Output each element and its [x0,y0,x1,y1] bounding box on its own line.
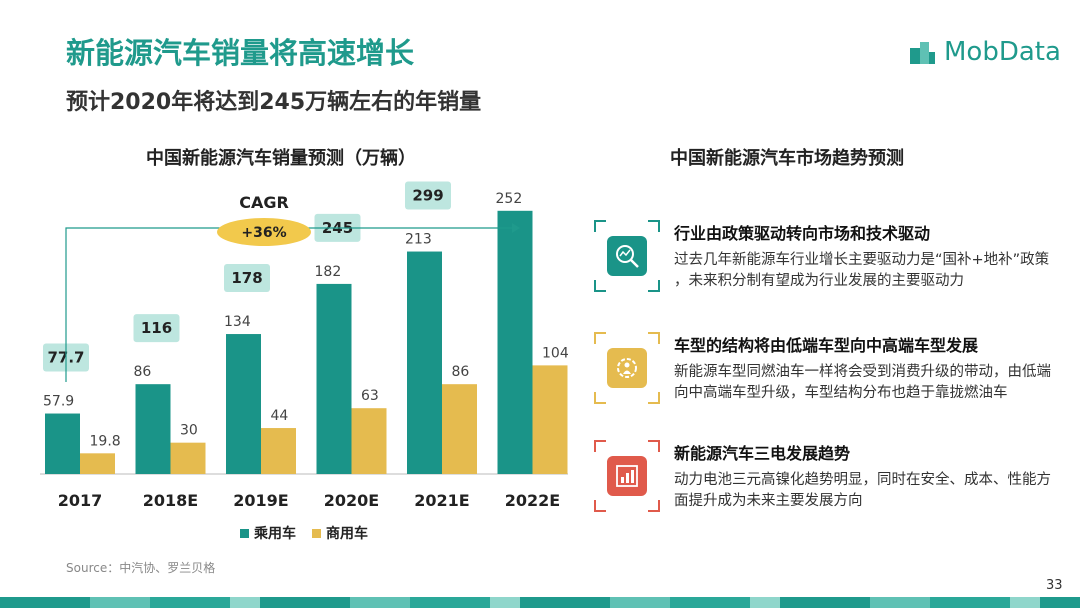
data-label: 134 [224,314,251,330]
trends-title: 中国新能源汽车市场趋势预测 [670,148,904,169]
total-box [224,264,270,293]
bar-commercial [170,442,206,474]
bar-chart-icon [607,456,647,496]
data-label: 86 [134,364,152,380]
x-tick-label: 2017 [58,491,103,510]
trend-body: 新能源车型同燃油车一样将会受到消费升级的带动，由低端向中高端车型升级，车型结构分… [674,364,1051,401]
total-label: 116 [141,319,172,337]
data-label: 182 [315,264,342,280]
page-subtitle: 预计2020年将达到245万辆左右的年销量 [66,90,482,115]
cagr-annotation: CAGR +36% [65,193,520,382]
legend-item-passenger: 乘用车 [240,523,296,543]
cagr-badge [217,218,311,246]
trend-heading: 新能源汽车三电发展趋势 [674,444,851,463]
bar-passenger [497,210,533,475]
x-tick-label: 2022E [505,491,560,510]
bar-commercial [80,453,115,474]
bar-commercial [532,365,568,474]
data-label: 19.8 [90,433,121,449]
chart-title: 中国新能源汽车销量预测（万辆） [146,148,416,169]
total-label: 178 [231,269,262,287]
x-tick-label: 2018E [143,491,198,510]
legend-label-passenger: 乘用车 [254,526,296,542]
trend-icon-frame [594,440,660,512]
search-chart-icon [607,236,647,276]
chart-legend: 乘用车 商用车 [240,523,384,543]
bar-passenger [45,413,80,474]
page-number: 33 [1046,578,1063,593]
legend-swatch-passenger [240,528,249,538]
bottom-decorative-strip [0,597,1080,608]
data-label: 63 [361,388,379,404]
trend-body: 过去几年新能源车行业增长主要驱动力是“国补+地补”政策 ，未来积分制有望成为行业… [674,252,1050,289]
data-label: 30 [180,423,198,439]
cagr-label: CAGR [239,193,289,212]
cagr-arrowhead [512,223,520,233]
trend-item-battery: 新能源汽车三电发展趋势 动力电池三元高镍化趋势明显，同时在安全、成本、性能方面提… [594,440,1064,520]
trend-icon-frame [594,332,660,404]
source-note: Source：中汽协、罗兰贝格 [66,561,216,575]
x-tick-label: 2019E [233,491,288,510]
gear-person-icon [607,348,647,388]
data-label: 213 [405,232,432,248]
total-box [405,181,451,210]
page-title: 新能源汽车销量将高速增长 [66,36,415,70]
data-label: 44 [271,408,289,424]
logo-text: MobData [944,37,1061,67]
trend-item-policy: 行业由政策驱动转向市场和技术驱动 过去几年新能源车行业增长主要驱动力是“国补+地… [594,220,1064,300]
data-label: 57.9 [43,394,74,410]
bar-passenger [226,334,261,474]
trend-body: 动力电池三元高镍化趋势明显，同时在安全、成本、性能方面提升成为未来主要发展方向 [674,472,1051,509]
bar-commercial [351,408,387,474]
mobdata-logo-icon [910,42,935,64]
legend-item-commercial: 商用车 [312,523,368,543]
total-box [133,314,180,343]
bar-passenger [135,384,171,474]
data-label: 86 [452,364,470,380]
bar-commercial [442,384,477,474]
bar-passenger [407,251,442,474]
cagr-value: +36% [241,225,286,241]
x-tick-label: 2020E [324,491,379,510]
trend-heading: 车型的结构将由低端车型向中高端车型发展 [674,336,979,355]
bar-commercial [261,428,296,474]
trend-heading: 行业由政策驱动转向市场和技术驱动 [674,224,931,243]
data-label: 252 [496,191,523,207]
x-tick-label: 2021E [414,491,469,510]
legend-swatch-commercial [312,528,321,538]
trend-item-structure: 车型的结构将由低端车型向中高端车型发展 新能源车型同燃油车一样将会受到消费升级的… [594,332,1064,412]
bar-passenger [316,283,352,474]
legend-label-commercial: 商用车 [326,526,368,542]
trend-icon-frame [594,220,660,292]
mobdata-logo: MobData [908,36,1061,68]
total-label: 299 [412,187,443,205]
data-label: 104 [542,345,569,361]
